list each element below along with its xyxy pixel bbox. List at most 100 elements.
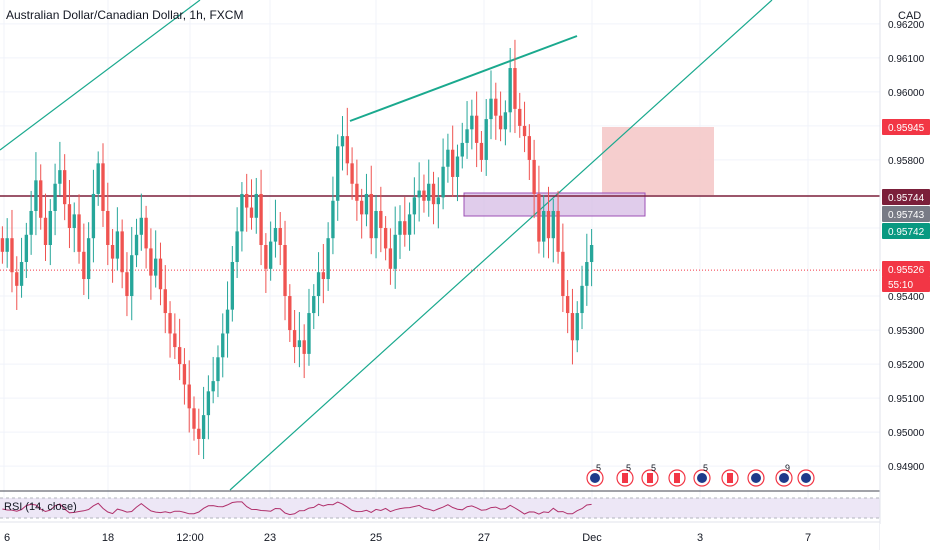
candle-body — [53, 183, 57, 211]
candle — [192, 396, 196, 441]
au-flag-icon[interactable]: 5 — [693, 463, 711, 487]
candle-body — [254, 193, 258, 218]
candle-body — [230, 262, 235, 310]
candle-body — [489, 98, 493, 120]
candle — [120, 219, 124, 289]
candle — [345, 107, 349, 176]
candle — [321, 243, 326, 304]
candle-body — [139, 217, 143, 235]
candle-body — [187, 384, 191, 409]
candle-body — [283, 245, 287, 297]
candle — [340, 116, 345, 171]
candle — [431, 171, 436, 225]
ca-flag-icon[interactable] — [668, 469, 686, 487]
rsi-label[interactable]: RSI (14, close) — [4, 501, 77, 513]
candle-body — [364, 193, 369, 215]
time-tick-label: Dec — [582, 532, 602, 544]
candle-body — [268, 241, 273, 269]
candle-body — [58, 170, 62, 184]
candle — [177, 318, 182, 381]
candle — [518, 92, 522, 138]
candle — [498, 91, 503, 142]
candle-body — [446, 149, 450, 167]
candle — [182, 348, 187, 405]
candle — [451, 125, 455, 198]
au-flag-icon[interactable]: 9 — [775, 463, 793, 487]
candle — [58, 141, 62, 196]
candle — [278, 211, 282, 266]
candle-body — [474, 115, 479, 143]
candle-body — [417, 190, 421, 198]
candle-body — [0, 238, 5, 252]
candle-body — [359, 200, 364, 215]
trendline-highs — [349, 35, 578, 122]
candle — [292, 309, 297, 364]
candle — [130, 226, 134, 321]
candle-body — [134, 234, 139, 256]
candle — [580, 265, 584, 330]
candle — [393, 206, 397, 289]
candle — [273, 199, 278, 258]
candle-body — [427, 183, 431, 201]
candle — [589, 229, 594, 287]
au-flag-icon[interactable]: 5 — [586, 463, 604, 487]
candle-body — [580, 285, 584, 314]
candle-body — [221, 333, 225, 358]
candle-body — [206, 391, 211, 416]
candle-body — [340, 136, 345, 147]
candle-body — [575, 313, 579, 341]
candle — [206, 375, 211, 440]
ca-flag-leaf — [647, 473, 653, 483]
candle — [503, 100, 508, 146]
candle-body — [374, 210, 378, 239]
candle-body — [316, 272, 321, 297]
au-flag-icon[interactable] — [747, 469, 765, 487]
candle — [455, 144, 460, 202]
time-tick-label: 3 — [697, 532, 703, 544]
candle — [575, 301, 579, 353]
candle-body — [498, 115, 503, 130]
candle-body — [556, 210, 560, 252]
candle — [106, 182, 110, 266]
candle-body — [101, 163, 105, 211]
candle — [527, 124, 532, 181]
price-tick-label: 0.95200 — [888, 360, 925, 371]
candle — [551, 199, 555, 263]
candle-body — [144, 217, 148, 249]
candle-body — [149, 248, 153, 276]
candle-body — [465, 129, 469, 143]
candle-body — [130, 255, 134, 297]
price-tick-label: 0.95400 — [888, 292, 925, 303]
candle-body — [29, 210, 33, 235]
candle-body — [369, 193, 373, 239]
ca-flag-icon[interactable]: 5 — [641, 463, 659, 487]
candle-body — [278, 227, 282, 245]
candle-body — [34, 180, 38, 211]
candle — [48, 199, 52, 266]
candle — [86, 222, 91, 300]
candle — [225, 281, 230, 358]
candle-body — [350, 163, 354, 184]
short-zone-box — [602, 127, 714, 195]
candle-body — [383, 227, 388, 249]
au-flag-disc — [697, 473, 707, 483]
candle-body — [479, 142, 484, 160]
ca-flag-icon[interactable] — [721, 469, 739, 487]
price-tick-label: 0.96200 — [888, 20, 925, 31]
event-count: 5 — [596, 463, 601, 473]
candle — [570, 288, 575, 365]
candle — [197, 408, 201, 455]
candle-body — [72, 214, 76, 228]
candle — [474, 91, 479, 168]
candle-body — [182, 364, 187, 385]
candle-body — [106, 210, 110, 245]
candle — [201, 386, 206, 460]
candle — [331, 176, 335, 255]
time-tick-label: 7 — [805, 532, 811, 544]
ca-flag-icon[interactable]: 5 — [616, 463, 634, 487]
au-flag-icon[interactable] — [797, 469, 815, 487]
candle-body — [96, 163, 100, 194]
candle — [546, 186, 551, 259]
